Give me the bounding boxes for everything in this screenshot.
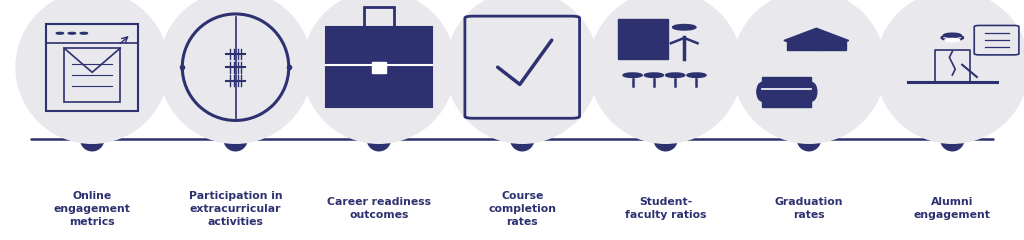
Ellipse shape — [80, 127, 104, 151]
Circle shape — [56, 32, 63, 34]
Ellipse shape — [732, 0, 886, 144]
Circle shape — [673, 24, 696, 30]
Circle shape — [69, 32, 76, 34]
Text: Course
completion
rates: Course completion rates — [488, 191, 556, 227]
FancyBboxPatch shape — [373, 62, 385, 72]
Circle shape — [687, 73, 707, 78]
Ellipse shape — [876, 0, 1024, 144]
Ellipse shape — [757, 82, 768, 101]
Ellipse shape — [159, 0, 312, 144]
Ellipse shape — [302, 0, 456, 144]
Polygon shape — [784, 28, 849, 50]
Ellipse shape — [806, 82, 817, 101]
Text: Alumni
engagement: Alumni engagement — [913, 197, 991, 220]
FancyBboxPatch shape — [762, 77, 811, 107]
Text: Graduation
rates: Graduation rates — [775, 197, 843, 220]
Text: Participation in
extracurricular
activities: Participation in extracurricular activit… — [188, 191, 283, 227]
Ellipse shape — [15, 0, 169, 144]
Ellipse shape — [445, 0, 599, 144]
Ellipse shape — [510, 127, 535, 151]
Ellipse shape — [367, 127, 391, 151]
Circle shape — [666, 73, 685, 78]
Text: Online
engagement
metrics: Online engagement metrics — [53, 191, 131, 227]
FancyBboxPatch shape — [617, 19, 669, 59]
Ellipse shape — [223, 127, 248, 151]
Circle shape — [644, 73, 664, 78]
Ellipse shape — [940, 127, 965, 151]
Ellipse shape — [653, 127, 678, 151]
Text: Career readiness
outcomes: Career readiness outcomes — [327, 197, 431, 220]
Circle shape — [80, 32, 88, 34]
Circle shape — [943, 33, 962, 37]
FancyBboxPatch shape — [326, 27, 432, 107]
Ellipse shape — [589, 0, 742, 144]
Circle shape — [623, 73, 642, 78]
Circle shape — [945, 38, 959, 42]
Ellipse shape — [797, 127, 821, 151]
FancyBboxPatch shape — [786, 41, 846, 50]
Text: Student-
faculty ratios: Student- faculty ratios — [625, 197, 707, 220]
